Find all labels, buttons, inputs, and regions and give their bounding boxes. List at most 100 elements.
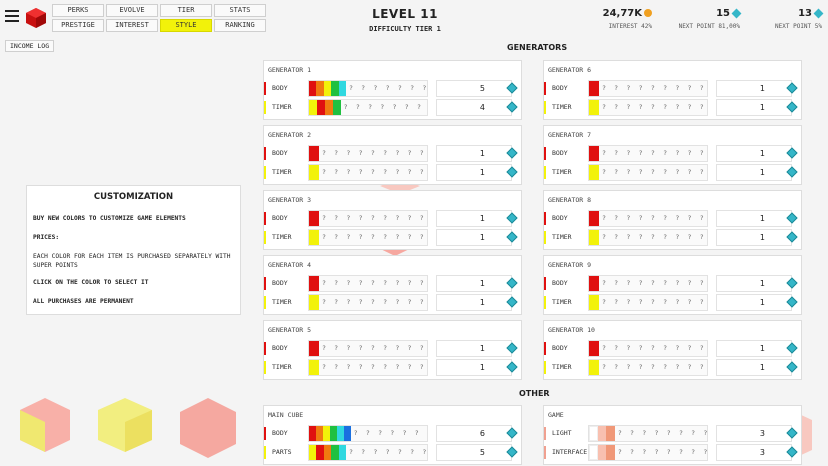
selected-color-marker — [544, 212, 546, 225]
color-swatch[interactable] — [589, 100, 599, 115]
color-swatch[interactable] — [309, 360, 319, 375]
owned-count: 4 — [436, 99, 512, 116]
color-swatch[interactable] — [322, 426, 330, 441]
color-swatch[interactable] — [331, 81, 339, 96]
color-palette: ? ? ? ? ? ? ? ? ? ? — [588, 99, 708, 116]
locked-colors: ? ? ? ? ? ? ? ? ? ? — [321, 298, 427, 306]
locked-colors: ? ? ? ? ? ? ? ? ? ? — [353, 429, 427, 437]
nav-interest[interactable]: INTEREST — [106, 19, 158, 32]
body-row: BODY ? ? ? ? ? ? ? ? ? ? 1 — [264, 210, 521, 227]
difficulty-label: DIFFICULTY TIER 1 — [369, 25, 441, 33]
color-swatch[interactable] — [329, 426, 337, 441]
color-swatch[interactable] — [323, 81, 332, 96]
color-swatch[interactable] — [589, 81, 599, 96]
interest-label: INTEREST 42% — [608, 23, 652, 30]
color-swatch[interactable] — [338, 445, 346, 460]
customization-line1: BUY NEW COLORS TO CUSTOMIZE GAME ELEMENT… — [33, 215, 186, 222]
color-swatch[interactable] — [324, 100, 333, 115]
color-swatch[interactable] — [316, 81, 324, 96]
generator-6-card: GENERATOR 6 BODY? ? ? ? ? ? ? ? ? ? 1 TIMER… — [543, 60, 802, 120]
color-swatch[interactable] — [606, 426, 615, 441]
color-swatch[interactable] — [316, 100, 325, 115]
color-palette: ? ? ? ? ? ? ? ? ? ? — [308, 229, 428, 246]
color-swatch[interactable] — [589, 276, 599, 291]
menu-icon[interactable] — [5, 10, 19, 24]
row-label: BODY — [552, 279, 568, 287]
color-palette: ? ? ? ? ? ? ? ? ? ? — [308, 80, 428, 97]
color-palette: ? ? ? ? ? ? ? ? ? ? — [588, 425, 708, 442]
color-swatch[interactable] — [589, 341, 599, 356]
color-swatch[interactable] — [309, 230, 319, 245]
nav-tier[interactable]: TIER — [160, 4, 212, 17]
owned-count: 1 — [436, 359, 512, 376]
owned-count: 1 — [436, 210, 512, 227]
color-swatch[interactable] — [589, 445, 598, 460]
card-title: GENERATOR 4 — [268, 261, 312, 269]
nav-perks[interactable]: PERKS — [52, 4, 104, 17]
color-swatch[interactable] — [589, 426, 598, 441]
nav-stats[interactable]: STATS — [214, 4, 266, 17]
color-swatch[interactable] — [589, 165, 599, 180]
color-swatch[interactable] — [589, 295, 599, 310]
color-swatch[interactable] — [589, 211, 599, 226]
color-swatch[interactable] — [606, 445, 615, 460]
owned-count: 1 — [436, 145, 512, 162]
income-log-button[interactable]: INCOME LOG — [5, 40, 55, 52]
locked-colors: ? ? ? ? ? ? ? ? ? ? — [601, 344, 707, 352]
points-a-next: NEXT POINT 81,00% — [678, 23, 740, 30]
generator-8-card: GENERATOR 8 BODY? ? ? ? ? ? ? ? ? ? 1 TIMER… — [543, 190, 802, 250]
color-swatch[interactable] — [332, 100, 341, 115]
color-palette: ? ? ? ? ? ? ? ? ? ? — [588, 164, 708, 181]
color-swatch[interactable] — [597, 426, 607, 441]
color-swatch[interactable] — [309, 81, 317, 96]
body-row: BODY ? ? ? ? ? ? ? ? ? ? 1 — [544, 210, 801, 227]
selected-color-marker — [544, 342, 546, 355]
owned-count: 1 — [716, 99, 792, 116]
color-swatch[interactable] — [309, 211, 319, 226]
color-swatch[interactable] — [309, 276, 319, 291]
points-b-stat: 13 NEXT POINT 5% — [775, 8, 824, 30]
locked-colors: ? ? ? ? ? ? ? ? ? ? — [601, 214, 707, 222]
nav-evolve[interactable]: EVOLVE — [106, 4, 158, 17]
color-swatch[interactable] — [309, 445, 317, 460]
interface-row: INTERFACE ? ? ? ? ? ? ? ? ? ? 3 — [544, 444, 801, 461]
color-swatch[interactable] — [309, 426, 316, 441]
card-title: GENERATOR 1 — [268, 66, 312, 74]
color-swatch[interactable] — [589, 360, 599, 375]
card-title: GENERATOR 8 — [548, 196, 592, 204]
color-swatch[interactable] — [331, 445, 339, 460]
color-swatch[interactable] — [343, 426, 351, 441]
card-title: MAIN CUBE — [268, 411, 304, 419]
locked-colors: ? ? ? ? ? ? ? ? ? ? — [343, 103, 427, 111]
money-stat: 24,77K INTEREST 42% — [603, 8, 652, 30]
locked-colors: ? ? ? ? ? ? ? ? ? ? — [348, 448, 427, 456]
color-swatch[interactable] — [309, 165, 319, 180]
color-swatch[interactable] — [589, 230, 599, 245]
selected-color-marker — [264, 166, 266, 179]
color-swatch[interactable] — [597, 445, 607, 460]
nav-ranking[interactable]: RANKING — [214, 19, 266, 32]
color-swatch[interactable] — [336, 426, 344, 441]
points-a-value: 15 — [716, 8, 730, 19]
body-row: BODY ? ? ? ? ? ? ? ? ? ? 1 — [264, 275, 521, 292]
row-label: TIMER — [272, 363, 292, 371]
gem-icon — [731, 8, 742, 18]
color-swatch[interactable] — [309, 146, 319, 161]
color-swatch[interactable] — [316, 445, 324, 460]
color-swatch[interactable] — [338, 81, 346, 96]
color-swatch[interactable] — [323, 445, 332, 460]
color-swatch[interactable] — [309, 341, 319, 356]
money-value: 24,77K — [602, 8, 642, 19]
row-label: TIMER — [272, 298, 292, 306]
row-label: BODY — [552, 344, 568, 352]
owned-count: 1 — [716, 275, 792, 292]
customization-line2: PRICES: — [33, 234, 60, 241]
generator-2-card: GENERATOR 2 BODY? ? ? ? ? ? ? ? ? ? 1 TIMER… — [263, 125, 522, 185]
nav-prestige[interactable]: PRESTIGE — [52, 19, 104, 32]
selected-color-marker — [264, 296, 266, 309]
color-swatch[interactable] — [315, 426, 323, 441]
color-swatch[interactable] — [309, 100, 317, 115]
nav-style[interactable]: STYLE — [160, 19, 212, 32]
color-swatch[interactable] — [589, 146, 599, 161]
color-swatch[interactable] — [309, 295, 319, 310]
